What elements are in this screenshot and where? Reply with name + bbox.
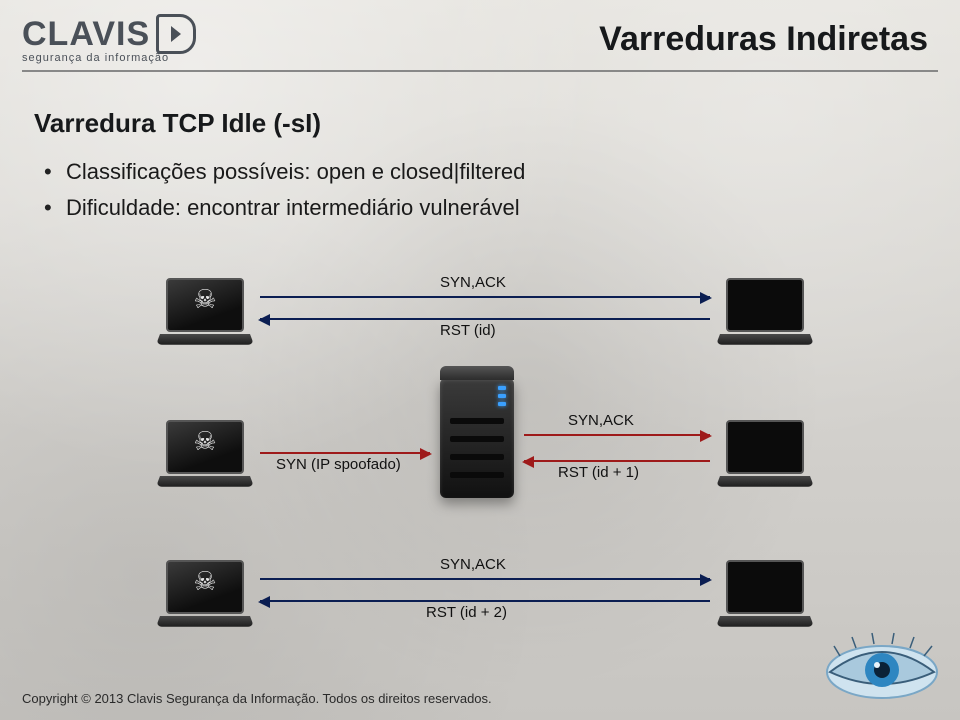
target-laptop-icon (720, 420, 810, 488)
arrow-label: RST (id + 1) (558, 464, 639, 481)
arrow (260, 452, 430, 454)
arrow (524, 460, 710, 462)
arrow (524, 434, 710, 436)
arrow (260, 600, 710, 602)
header-divider (22, 70, 938, 72)
arrow-label: SYN (IP spoofado) (276, 456, 401, 473)
network-diagram: ☠ ☠ ☠ SYN,ACK RST (id) SYN (IP spoofado) SYN,A… (0, 260, 960, 640)
arrow (260, 318, 710, 320)
bullet-item: Classificações possíveis: open e closed|… (44, 159, 940, 185)
arrow (260, 296, 710, 298)
attacker-laptop-icon: ☠ (160, 420, 250, 488)
eye-logo-icon (822, 630, 942, 702)
target-laptop-icon (720, 560, 810, 628)
skull-icon: ☠ (168, 428, 242, 454)
arrow-label: SYN,ACK (568, 412, 634, 429)
brand-mark-icon (156, 14, 196, 54)
server-icon (440, 378, 514, 498)
arrow-label: SYN,ACK (440, 274, 506, 291)
attacker-laptop-icon: ☠ (160, 278, 250, 346)
brand-text: CLAVIS (22, 15, 150, 54)
section-subtitle: Varredura TCP Idle (-sI) (34, 108, 940, 139)
arrow-label: RST (id + 2) (426, 604, 507, 621)
bullet-list: Classificações possíveis: open e closed|… (44, 159, 940, 221)
skull-icon: ☠ (168, 568, 242, 594)
arrow-label: SYN,ACK (440, 556, 506, 573)
skull-icon: ☠ (168, 286, 242, 312)
brand-logo: CLAVIS segurança da informação (22, 14, 196, 64)
arrow-label: RST (id) (440, 322, 496, 339)
brand-name: CLAVIS (22, 14, 196, 54)
arrow (260, 578, 710, 580)
page-title: Varreduras Indiretas (599, 20, 928, 59)
copyright-footer: Copyright © 2013 Clavis Segurança da Inf… (22, 691, 492, 706)
bullet-item: Dificuldade: encontrar intermediário vul… (44, 195, 940, 221)
content-area: Varredura TCP Idle (-sI) Classificações … (34, 108, 940, 231)
attacker-laptop-icon: ☠ (160, 560, 250, 628)
target-laptop-icon (720, 278, 810, 346)
